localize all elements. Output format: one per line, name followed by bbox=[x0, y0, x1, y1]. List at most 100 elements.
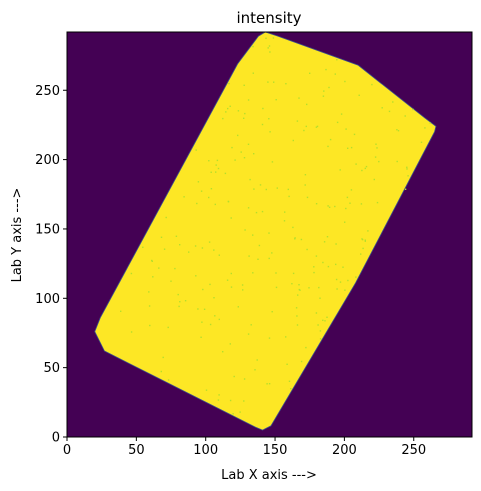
speckle-pixel bbox=[317, 324, 319, 326]
speckle-pixel bbox=[347, 279, 349, 282]
speckle-pixel bbox=[285, 336, 287, 338]
speckle-pixel bbox=[294, 238, 296, 240]
speckle-pixel bbox=[336, 121, 339, 124]
speckle-pixel bbox=[261, 210, 264, 213]
speckle-pixel bbox=[339, 281, 342, 283]
speckle-pixel bbox=[227, 107, 229, 110]
speckle-pixel bbox=[308, 287, 310, 289]
speckle-pixel bbox=[335, 278, 338, 281]
speckle-pixel bbox=[213, 297, 215, 299]
speckle-pixel bbox=[300, 360, 303, 363]
speckle-pixel bbox=[268, 257, 270, 260]
heatmap-region bbox=[94, 31, 437, 431]
speckle-pixel bbox=[364, 239, 366, 241]
x-tick-label: 100 bbox=[193, 443, 218, 458]
speckle-pixel bbox=[158, 267, 160, 269]
speckle-pixel bbox=[361, 238, 363, 240]
speckle-pixel bbox=[327, 265, 330, 268]
speckle-pixel bbox=[326, 236, 329, 238]
speckle-pixel bbox=[269, 51, 271, 53]
speckle-pixel bbox=[364, 167, 366, 170]
speckle-pixel bbox=[298, 97, 300, 99]
speckle-pixel bbox=[326, 316, 328, 318]
speckle-pixel bbox=[160, 370, 162, 373]
speckle-pixel bbox=[313, 271, 315, 274]
y-tick-label: 200 bbox=[35, 153, 60, 168]
speckle-pixel bbox=[258, 244, 261, 247]
speckle-pixel bbox=[323, 241, 326, 243]
speckle-pixel bbox=[165, 216, 167, 219]
speckle-pixel bbox=[295, 307, 298, 309]
speckle-pixel bbox=[346, 196, 349, 199]
speckle-pixel bbox=[195, 275, 197, 277]
speckle-pixel bbox=[249, 178, 251, 181]
speckle-pixel bbox=[322, 95, 325, 97]
x-tick-label: 150 bbox=[263, 443, 288, 458]
speckle-pixel bbox=[228, 82, 230, 85]
speckle-pixel bbox=[347, 147, 349, 149]
speckle-pixel bbox=[200, 190, 203, 192]
speckle-pixel bbox=[327, 145, 329, 148]
speckle-pixel bbox=[163, 248, 166, 250]
speckle-pixel bbox=[336, 288, 338, 290]
speckle-pixel bbox=[268, 232, 270, 234]
speckle-pixel bbox=[275, 99, 277, 101]
speckle-pixel bbox=[336, 59, 338, 61]
speckle-pixel bbox=[252, 72, 254, 74]
speckle-pixel bbox=[344, 221, 346, 223]
speckle-pixel bbox=[315, 255, 318, 257]
speckle-pixel bbox=[303, 129, 305, 132]
speckle-pixel bbox=[217, 399, 220, 401]
speckle-pixel bbox=[353, 133, 356, 136]
speckle-pixel bbox=[424, 127, 426, 129]
speckle-pixel bbox=[252, 272, 254, 274]
speckle-pixel bbox=[339, 169, 341, 171]
speckle-pixel bbox=[268, 118, 270, 120]
speckle-pixel bbox=[244, 112, 246, 115]
speckle-pixel bbox=[237, 134, 239, 137]
speckle-pixel bbox=[340, 113, 343, 115]
speckle-pixel bbox=[345, 128, 347, 130]
speckle-pixel bbox=[396, 160, 398, 163]
speckle-pixel bbox=[120, 310, 122, 312]
speckle-pixel bbox=[259, 184, 262, 186]
speckle-pixel bbox=[222, 351, 224, 353]
speckle-pixel bbox=[306, 196, 309, 199]
speckle-pixel bbox=[309, 72, 311, 74]
speckle-pixel bbox=[388, 110, 391, 113]
speckle-pixel bbox=[318, 286, 320, 289]
speckle-pixel bbox=[239, 411, 241, 413]
speckle-pixel bbox=[292, 226, 294, 229]
speckle-pixel bbox=[267, 81, 269, 83]
speckle-pixel bbox=[261, 123, 264, 126]
speckle-pixel bbox=[152, 276, 154, 278]
speckle-pixel bbox=[373, 178, 375, 181]
speckle-pixel bbox=[208, 196, 210, 199]
speckle-pixel bbox=[184, 300, 187, 302]
speckle-pixel bbox=[218, 394, 220, 396]
speckle-pixel bbox=[243, 117, 245, 119]
speckle-pixel bbox=[269, 131, 271, 133]
speckle-pixel bbox=[285, 83, 287, 85]
speckle-pixel bbox=[323, 90, 325, 92]
speckle-pixel bbox=[188, 251, 190, 253]
speckle-pixel bbox=[271, 161, 274, 163]
speckle-pixel bbox=[230, 286, 233, 288]
speckle-pixel bbox=[233, 375, 235, 378]
speckle-pixel bbox=[151, 260, 153, 262]
speckle-pixel bbox=[218, 254, 220, 256]
speckle-pixel bbox=[170, 280, 172, 282]
speckle-pixel bbox=[286, 363, 288, 365]
speckle-pixel bbox=[215, 171, 217, 173]
speckle-pixel bbox=[404, 115, 406, 117]
speckle-pixel bbox=[406, 166, 408, 168]
speckle-pixel bbox=[265, 37, 267, 39]
speckle-pixel bbox=[197, 308, 199, 310]
speckle-pixel bbox=[179, 244, 181, 246]
speckle-pixel bbox=[290, 388, 292, 390]
speckle-pixel bbox=[322, 319, 324, 321]
speckle-pixel bbox=[195, 149, 197, 151]
speckle-pixel bbox=[213, 249, 215, 251]
speckle-pixel bbox=[177, 293, 179, 296]
speckle-pixel bbox=[229, 399, 232, 402]
